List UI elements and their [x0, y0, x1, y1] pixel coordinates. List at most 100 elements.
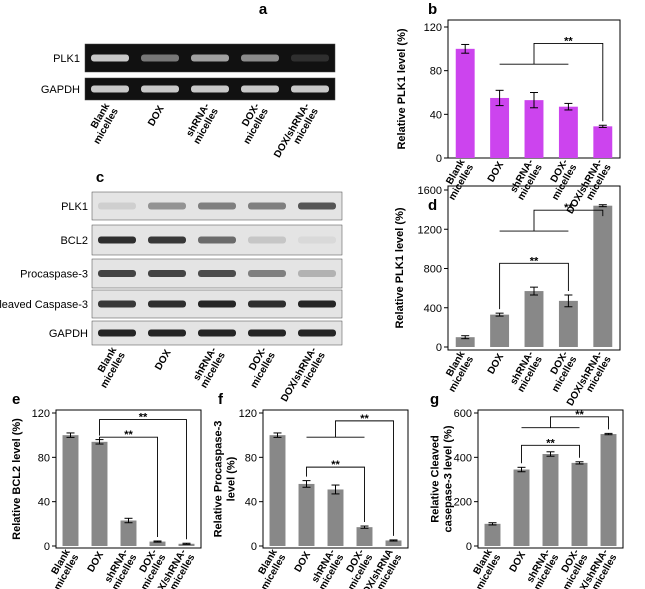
bracket	[499, 262, 569, 310]
y-tick-label: 400	[424, 303, 442, 315]
x-tick-label: shRNA-micelles	[308, 547, 346, 589]
significance: **	[124, 429, 133, 441]
panel-label: f	[218, 391, 224, 408]
x-tick-label: DOX	[486, 160, 507, 185]
bar	[484, 523, 501, 546]
bar	[542, 454, 559, 546]
significance: **	[360, 413, 369, 425]
blot-band	[291, 54, 329, 62]
panel-label: e	[12, 391, 20, 408]
significance: **	[546, 437, 555, 449]
bracket	[99, 436, 158, 538]
x-tick-label: shRNA-micelles	[507, 157, 545, 202]
lane-label: shRNA-micelles	[190, 345, 228, 390]
blot-row-label: GAPDH	[49, 328, 88, 340]
blot-band	[91, 85, 129, 93]
lane-label: DOX/shRNA-micelles	[279, 345, 328, 409]
bracket	[306, 466, 365, 523]
blot-band	[98, 329, 136, 337]
bar	[593, 126, 613, 158]
significance: **	[564, 35, 573, 47]
bar	[91, 441, 108, 546]
x-tick-label: DOX	[486, 352, 507, 377]
blot-band	[298, 300, 336, 308]
blot-row-label: Cleaved Caspase-3	[0, 299, 88, 311]
y-axis-label: Relative BCL2 level (%)	[11, 418, 23, 540]
blot-band	[298, 236, 336, 244]
panel-label: d	[428, 197, 437, 214]
y-tick-label: 40	[245, 497, 257, 509]
significance: **	[139, 412, 148, 424]
lane-label: shRNA-micelles	[183, 101, 221, 146]
y-tick-label: 0	[436, 342, 442, 354]
plot-frame	[262, 409, 409, 549]
lane-label: DOX-micelles	[233, 101, 271, 146]
y-tick-label: 0	[251, 541, 257, 553]
lane-label: DOX/shRNA-micelles	[272, 101, 321, 165]
bracket	[99, 419, 187, 540]
bar	[298, 483, 315, 546]
significance: **	[564, 202, 573, 214]
panel-label: c	[96, 169, 104, 186]
blot-band	[141, 54, 179, 62]
y-tick-label: 80	[430, 66, 442, 78]
blot-band	[198, 236, 236, 244]
bar	[455, 48, 475, 159]
y-tick-label: 0	[436, 153, 442, 165]
x-tick-label: shRNA-micelles	[101, 547, 139, 589]
y-tick-label: 120	[239, 408, 257, 420]
blot-band	[198, 300, 236, 308]
blot-band	[98, 202, 136, 210]
bar	[600, 434, 617, 546]
y-tick-label: 120	[32, 408, 50, 420]
bar	[558, 300, 578, 347]
bar	[513, 469, 530, 546]
blot-row-label: PLK1	[53, 53, 80, 65]
bar	[356, 527, 373, 546]
blot-band	[148, 202, 186, 210]
x-tick-label: shRNA-micelles	[523, 547, 561, 589]
blot-band	[141, 85, 179, 93]
blot-band	[248, 202, 286, 210]
significance: **	[575, 409, 584, 421]
lane-label: DOX-micelles	[240, 345, 278, 390]
y-tick-label: 80	[245, 452, 257, 464]
significance: **	[530, 255, 539, 267]
blot-band	[248, 329, 286, 337]
blot-band	[98, 236, 136, 244]
blot-band	[98, 270, 136, 277]
blot-band	[248, 300, 286, 308]
y-tick-label: 1200	[418, 224, 442, 236]
blot-row-label: Procaspase-3	[20, 269, 88, 281]
x-tick-label: shRNA-micelles	[507, 349, 545, 394]
y-axis-label: Relative Cleavedcasepase-3 level (%)	[430, 425, 455, 532]
blot-band	[148, 236, 186, 244]
bar	[524, 100, 544, 158]
lane-label: DOX	[146, 104, 167, 129]
y-tick-label: 40	[430, 109, 442, 121]
bar	[327, 489, 344, 546]
x-tick-label: Blankmicelles	[438, 349, 476, 394]
blot-band	[148, 329, 186, 337]
y-tick-label: 800	[424, 264, 442, 276]
blot-band	[298, 329, 336, 337]
y-tick-label: 40	[38, 497, 50, 509]
bar	[593, 205, 613, 347]
y-tick-label: 120	[424, 22, 442, 34]
blot-row-label: BCL2	[60, 235, 88, 247]
lane-label: Blankmicelles	[90, 345, 128, 390]
x-tick-label: DOX	[508, 550, 529, 575]
bar	[455, 337, 475, 347]
blot-band	[291, 85, 329, 93]
blot-band	[198, 329, 236, 337]
bar	[385, 540, 402, 546]
bar	[149, 541, 166, 546]
y-axis-label: Relative Procaspase-3level (%)	[213, 421, 238, 538]
blot-band	[191, 85, 229, 93]
blot-row-label: PLK1	[61, 201, 88, 213]
bar	[120, 520, 137, 546]
bar	[490, 97, 510, 158]
bar	[490, 314, 510, 347]
blot-band	[248, 270, 286, 277]
